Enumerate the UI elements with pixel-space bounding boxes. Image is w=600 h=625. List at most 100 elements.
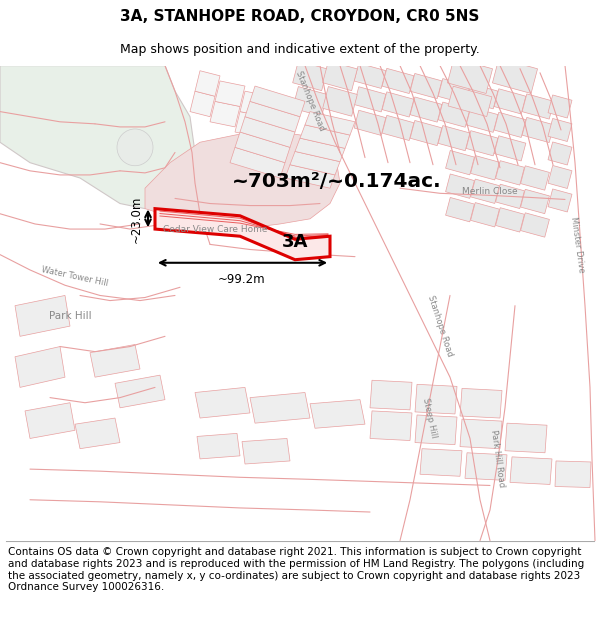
Polygon shape: [438, 102, 470, 127]
Polygon shape: [260, 122, 287, 148]
Polygon shape: [240, 91, 270, 117]
Polygon shape: [510, 457, 552, 484]
Text: Steep Hill: Steep Hill: [421, 398, 439, 439]
Polygon shape: [305, 112, 355, 135]
Polygon shape: [195, 71, 220, 96]
Polygon shape: [460, 419, 502, 449]
Polygon shape: [75, 418, 120, 449]
Polygon shape: [25, 402, 75, 439]
Text: Minster Drive: Minster Drive: [569, 216, 586, 273]
Polygon shape: [470, 156, 499, 180]
Polygon shape: [494, 136, 526, 161]
Polygon shape: [293, 61, 328, 91]
Polygon shape: [145, 132, 340, 229]
Polygon shape: [438, 126, 470, 151]
Polygon shape: [295, 138, 345, 162]
Polygon shape: [521, 213, 550, 237]
Polygon shape: [448, 58, 493, 94]
Text: Park Hill: Park Hill: [49, 311, 91, 321]
Polygon shape: [505, 423, 547, 452]
Polygon shape: [521, 166, 550, 190]
Text: Merlin Close: Merlin Close: [462, 187, 518, 196]
Polygon shape: [548, 95, 572, 118]
Polygon shape: [460, 388, 502, 418]
Polygon shape: [496, 184, 524, 209]
Polygon shape: [354, 63, 386, 88]
Polygon shape: [240, 117, 295, 148]
Polygon shape: [242, 439, 290, 464]
Polygon shape: [448, 86, 492, 116]
Polygon shape: [15, 296, 70, 336]
Polygon shape: [470, 179, 499, 204]
Polygon shape: [466, 84, 498, 109]
Polygon shape: [155, 209, 330, 260]
Polygon shape: [293, 86, 328, 116]
Polygon shape: [410, 121, 442, 146]
Polygon shape: [548, 189, 572, 212]
Polygon shape: [446, 151, 475, 175]
Polygon shape: [323, 86, 358, 116]
Polygon shape: [265, 101, 292, 127]
Text: Stanhope Road: Stanhope Road: [426, 294, 454, 358]
Text: ~99.2m: ~99.2m: [218, 273, 266, 286]
Polygon shape: [555, 461, 591, 488]
Text: Stanhope Road: Stanhope Road: [294, 70, 326, 132]
Polygon shape: [215, 81, 245, 106]
Polygon shape: [470, 202, 499, 227]
Text: ~703m²/~0.174ac.: ~703m²/~0.174ac.: [232, 171, 442, 191]
Polygon shape: [235, 112, 265, 137]
Polygon shape: [370, 411, 412, 441]
Polygon shape: [197, 433, 240, 459]
Text: Park Hill Road: Park Hill Road: [490, 429, 506, 488]
Polygon shape: [300, 125, 350, 148]
Polygon shape: [522, 118, 554, 142]
Polygon shape: [496, 208, 524, 232]
Text: Cedar View Care Home: Cedar View Care Home: [163, 224, 267, 234]
Polygon shape: [250, 86, 305, 117]
Polygon shape: [466, 107, 498, 132]
Polygon shape: [0, 66, 195, 209]
Polygon shape: [548, 166, 572, 189]
Polygon shape: [15, 346, 65, 388]
Polygon shape: [235, 132, 290, 162]
Polygon shape: [415, 415, 457, 444]
Polygon shape: [496, 161, 524, 185]
Polygon shape: [370, 380, 412, 410]
Polygon shape: [465, 452, 507, 481]
Polygon shape: [548, 142, 572, 165]
Polygon shape: [382, 92, 414, 117]
Polygon shape: [415, 384, 457, 414]
Polygon shape: [285, 165, 335, 188]
Text: Map shows position and indicative extent of the property.: Map shows position and indicative extent…: [120, 42, 480, 56]
Polygon shape: [382, 116, 414, 141]
Polygon shape: [521, 189, 550, 214]
Text: Water Tower Hill: Water Tower Hill: [41, 266, 109, 289]
Polygon shape: [115, 375, 165, 408]
Polygon shape: [245, 101, 300, 132]
Text: 3A, STANHOPE ROAD, CROYDON, CR0 5NS: 3A, STANHOPE ROAD, CROYDON, CR0 5NS: [121, 9, 479, 24]
Text: ~23.0m: ~23.0m: [130, 195, 143, 242]
Polygon shape: [446, 198, 475, 222]
Polygon shape: [290, 151, 340, 175]
Circle shape: [117, 129, 153, 166]
Polygon shape: [90, 344, 140, 377]
Polygon shape: [493, 58, 538, 94]
Text: Contains OS data © Crown copyright and database right 2021. This information is : Contains OS data © Crown copyright and d…: [8, 548, 584, 592]
Polygon shape: [354, 110, 386, 136]
Polygon shape: [446, 174, 475, 198]
Polygon shape: [410, 74, 442, 99]
Polygon shape: [410, 97, 442, 122]
Polygon shape: [382, 68, 414, 94]
Polygon shape: [250, 392, 310, 423]
Polygon shape: [494, 89, 526, 114]
Text: 3A: 3A: [282, 233, 308, 251]
Polygon shape: [420, 449, 462, 476]
Polygon shape: [323, 61, 358, 91]
Polygon shape: [548, 119, 572, 141]
Polygon shape: [354, 87, 386, 112]
Polygon shape: [190, 91, 215, 117]
Polygon shape: [230, 148, 285, 178]
Polygon shape: [195, 388, 250, 418]
Polygon shape: [310, 399, 365, 428]
Polygon shape: [466, 131, 498, 156]
